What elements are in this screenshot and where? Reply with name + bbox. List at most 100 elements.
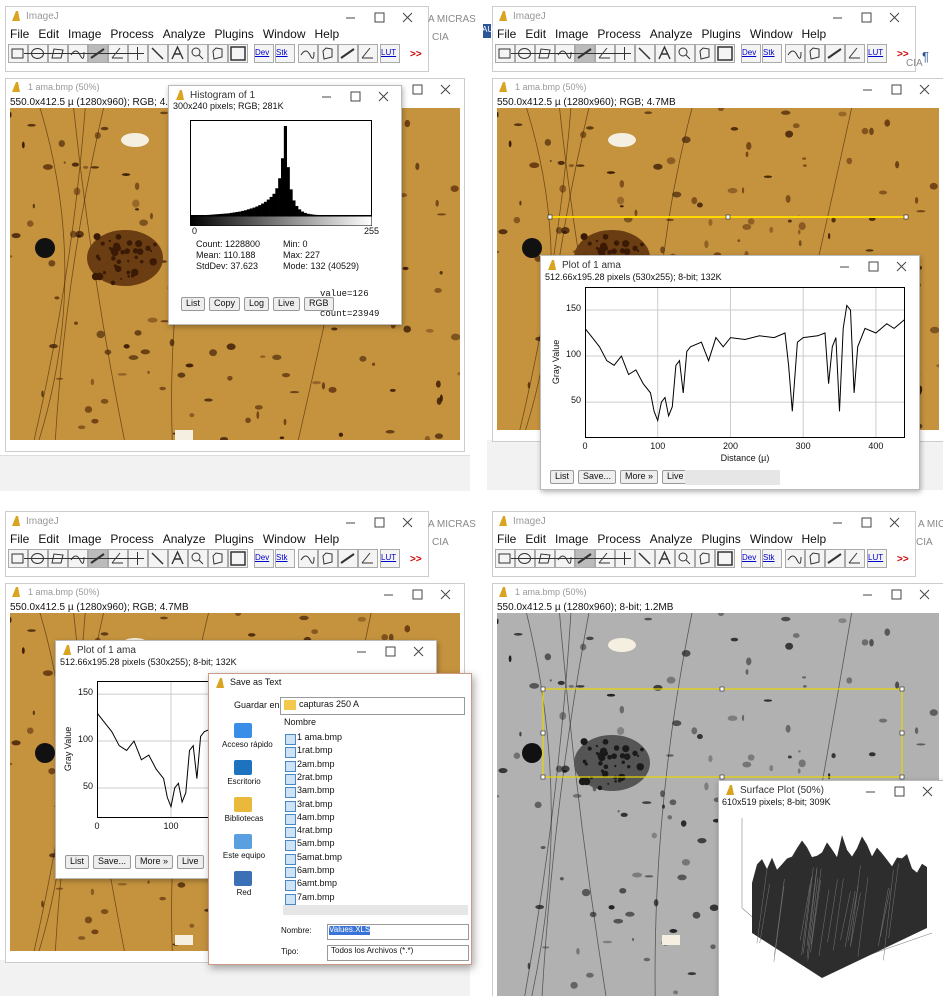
tool-label[interactable]: Dev [255,554,269,563]
file-item[interactable]: 2am.bmp [297,760,335,770]
menu-item[interactable]: Help [802,532,827,546]
type-value[interactable]: Todos los Archivos (*.*) [331,947,413,956]
place-link[interactable]: Red [222,889,266,898]
place-link[interactable]: Este equipo [222,852,266,861]
speck [331,327,337,330]
name-value[interactable]: Values.XLS [329,926,370,935]
tool-label[interactable]: Stk [763,49,775,58]
menu-item[interactable]: Process [110,532,153,546]
button[interactable]: Save... [578,470,616,484]
menu-item[interactable]: Plugins [214,27,253,41]
selection-handle [726,215,730,219]
menu-item[interactable]: Edit [525,27,546,41]
file-item[interactable]: 3rat.bmp [297,800,333,810]
tool-label[interactable]: LUT [381,554,396,563]
menu-item[interactable]: Help [315,27,340,41]
menu-item[interactable]: File [497,532,516,546]
file-item[interactable]: 2rat.bmp [297,773,333,783]
speck [764,176,772,178]
file-item[interactable]: 4rat.bmp [297,826,333,836]
menu-item[interactable]: Plugins [701,27,740,41]
menu-item[interactable]: Image [68,532,101,546]
button[interactable]: List [181,297,205,311]
menu-item[interactable]: Image [555,27,588,41]
file-item[interactable]: 1 ama.bmp [297,733,342,743]
speck [27,124,36,127]
bright-flake [175,430,193,440]
menu-item[interactable]: File [10,27,29,41]
speck [573,794,582,798]
selection-handle [900,731,904,735]
speck [682,859,690,866]
button[interactable]: Copy [209,297,240,311]
menu-item[interactable]: Plugins [214,532,253,546]
grain-speck [603,234,609,240]
file-item[interactable]: 3am.bmp [297,786,335,796]
tool-label[interactable]: Stk [276,554,288,563]
button[interactable]: More » [620,470,658,484]
menu-item[interactable]: Help [315,532,340,546]
menu-item[interactable]: Analyze [163,27,206,41]
button[interactable]: List [65,855,89,869]
file-item[interactable]: 6amt.bmp [297,879,337,889]
file-item[interactable]: 5amat.bmp [297,853,342,863]
place-link[interactable]: Bibliotecas [222,815,266,824]
button[interactable]: Log [244,297,269,311]
more-tools[interactable]: >> [410,49,422,60]
menu-item[interactable]: File [497,27,516,41]
button[interactable]: Live [177,855,204,869]
tool-label[interactable]: Dev [742,554,756,563]
button[interactable]: List [550,470,574,484]
file-icon [285,787,296,798]
close [923,787,932,796]
menu-item[interactable]: Analyze [163,532,206,546]
tool-label[interactable]: Stk [763,554,775,563]
speck [617,197,624,205]
menu-item[interactable]: Edit [38,532,59,546]
button[interactable]: Save... [93,855,131,869]
speck [311,629,318,634]
button[interactable]: Live [273,297,300,311]
menu-item[interactable]: Analyze [650,532,693,546]
file-item[interactable]: 5am.bmp [297,839,335,849]
menu-item[interactable]: Image [555,532,588,546]
menu-item[interactable]: Plugins [701,532,740,546]
grain-speck [137,248,144,255]
button[interactable]: More » [135,855,173,869]
place-icon [234,834,252,849]
menu-item[interactable]: Window [263,532,306,546]
tool-label[interactable]: LUT [381,49,396,58]
menu-item[interactable]: Help [802,27,827,41]
tool-label[interactable]: LUT [868,49,883,58]
menu-item[interactable]: Edit [38,27,59,41]
histogram-axis-label: 0 [192,227,197,237]
file-item[interactable]: 7am.bmp [297,893,335,903]
menu-item[interactable]: Image [68,27,101,41]
tool-label[interactable]: LUT [868,554,883,563]
menu-item[interactable]: Window [263,27,306,41]
menu-item[interactable]: Process [110,27,153,41]
speck [667,157,676,164]
menu-item[interactable]: Window [750,27,793,41]
more-tools[interactable]: >> [897,554,909,565]
menu-item[interactable]: Edit [525,532,546,546]
menu-item[interactable]: File [10,532,29,546]
more-tools[interactable]: >> [410,554,422,565]
file-item[interactable]: 1rat.bmp [297,746,333,756]
menu-item[interactable]: Process [597,532,640,546]
menu-item[interactable]: Window [750,532,793,546]
place-link[interactable]: Acceso rápido [222,741,266,750]
speck [227,376,232,381]
file-item[interactable]: 6am.bmp [297,866,335,876]
toolbar [8,43,426,65]
file-item[interactable]: 4am.bmp [297,813,335,823]
menu-item[interactable]: Analyze [650,27,693,41]
y-tick-label: 150 [563,304,581,314]
tool-label[interactable]: Dev [742,49,756,58]
menu-item[interactable]: Process [597,27,640,41]
plot-info: 512.66x195.28 pixels (530x255); 8-bit; 1… [60,658,237,668]
tool-label[interactable]: Stk [276,49,288,58]
folder-name[interactable]: capturas 250 A [299,700,359,710]
tool-label[interactable]: Dev [255,49,269,58]
place-link[interactable]: Escritorio [222,778,266,787]
